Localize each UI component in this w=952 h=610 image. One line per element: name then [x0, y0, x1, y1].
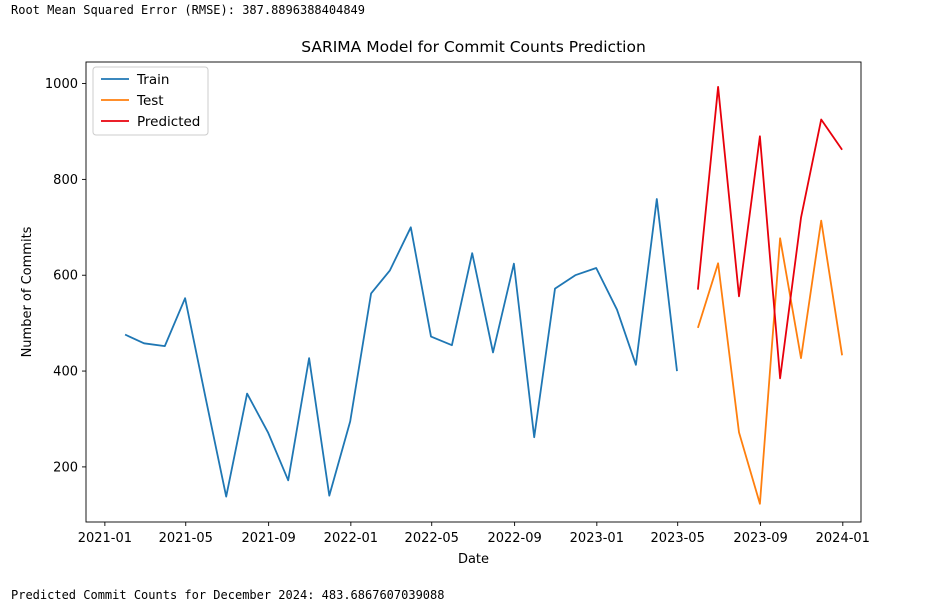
- chart-title: SARIMA Model for Commit Counts Predictio…: [301, 38, 646, 56]
- series-line-train: [124, 198, 678, 498]
- rmse-output-line: Root Mean Squared Error (RMSE): 387.8896…: [11, 3, 366, 17]
- x-tick-label: 2021-09: [241, 531, 295, 546]
- x-axis-label: Date: [458, 552, 489, 567]
- x-axis-ticks: 2021-01 2021-05 2021-09 2022-01 2022-05 2022-…: [78, 522, 870, 546]
- series-line-predicted: [697, 86, 843, 380]
- y-tick-label: 600: [53, 269, 78, 284]
- x-tick-label: 2023-09: [733, 531, 787, 546]
- x-tick-label: 2021-05: [159, 531, 213, 546]
- y-tick-label: 1000: [45, 77, 78, 92]
- plot-area-frame: [85, 61, 862, 523]
- x-tick-label: 2023-01: [570, 531, 624, 546]
- x-tick-label: 2022-05: [405, 531, 459, 546]
- y-tick-label: 800: [53, 173, 78, 188]
- x-tick-label: 2022-01: [324, 531, 378, 546]
- x-tick-label: 2024-01: [816, 531, 870, 546]
- series-lines: [124, 86, 843, 505]
- legend: Train Test Predicted: [92, 66, 209, 136]
- y-axis-label: Number of Commits: [20, 226, 35, 357]
- x-tick-label: 2021-01: [78, 531, 132, 546]
- legend-label-test: Test: [136, 93, 164, 109]
- legend-label-predicted: Predicted: [137, 114, 200, 130]
- series-line-test: [697, 219, 843, 505]
- x-tick-label: 2023-05: [651, 531, 705, 546]
- y-tick-label: 200: [53, 460, 78, 475]
- legend-label-train: Train: [136, 72, 169, 88]
- y-tick-label: 400: [53, 365, 78, 380]
- legend-box: [92, 66, 209, 136]
- prediction-output-line: Predicted Commit Counts for December 202…: [11, 588, 445, 602]
- y-axis-ticks: 200 400 600 800 1000: [45, 77, 86, 475]
- x-tick-label: 2022-09: [487, 531, 541, 546]
